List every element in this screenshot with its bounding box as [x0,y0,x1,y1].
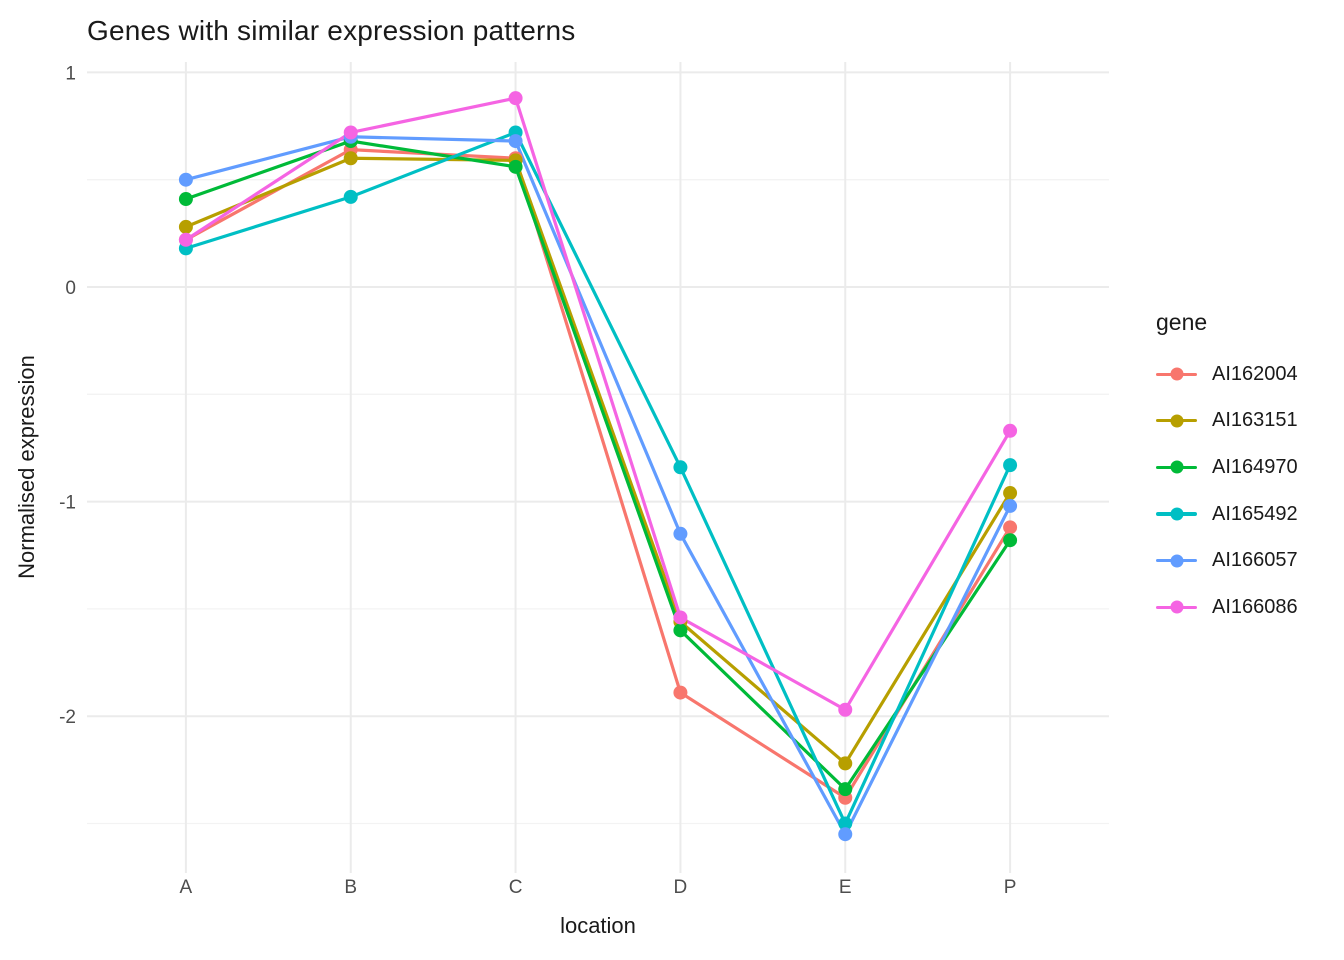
legend-list: AI162004 AI163151 AI164970 AI165492 AI16… [1156,351,1341,631]
data-point [1003,486,1018,501]
data-point [1003,423,1018,438]
chart-title: Genes with similar expression patterns [87,15,576,46]
data-point [508,159,523,174]
data-point [178,219,193,234]
x-tick-label: C [509,877,523,898]
data-point [838,827,853,842]
data-point [673,610,688,625]
legend-key-point [1170,460,1183,474]
series-line [185,135,1012,838]
data-point [508,134,523,149]
data-point [673,526,688,541]
data-point [343,189,358,204]
legend-item: AI162004 [1156,351,1341,398]
data-point [838,816,853,831]
x-tick-label: D [674,877,688,898]
legend-item: AI166086 [1156,584,1341,631]
y-tick-label: 0 [65,278,76,299]
legend-key-line [1156,507,1197,521]
x-tick-label: E [839,877,852,898]
y-tick-label: -2 [59,707,76,728]
x-axis-title: location [560,913,636,938]
series-line [185,96,1012,712]
data-point [838,756,853,771]
data-point [178,232,193,247]
data-point [838,782,853,797]
legend-key-line [1156,414,1197,428]
data-point [178,192,193,207]
y-tick-label: 1 [65,63,76,84]
x-tick-label: P [1004,877,1017,898]
data-point [343,151,358,166]
series-line [185,139,1012,792]
series-line [185,156,1012,766]
legend-item: AI165492 [1156,491,1341,538]
data-point [1003,498,1018,513]
series-line [185,130,1012,828]
data-point [673,623,688,638]
series-line [185,148,1012,800]
data-point [673,460,688,475]
legend-key-line [1156,600,1197,614]
legend-item: AI163151 [1156,398,1341,445]
legend-key-point [1170,507,1183,521]
legend-label: AI166057 [1212,549,1298,572]
x-tick-label: A [180,877,193,898]
y-tick-label: -1 [59,493,76,514]
legend-key-point [1170,554,1183,568]
data-point [178,172,193,187]
legend-label: AI166086 [1212,595,1298,618]
legend-item: AI166057 [1156,537,1341,584]
data-point [673,685,688,700]
legend-key-line [1156,554,1197,568]
legend-item: AI164970 [1156,444,1341,491]
legend-key-line [1156,460,1197,474]
data-point [1003,533,1018,548]
y-axis-title: Normalised expression [14,355,39,579]
data-point [838,702,853,717]
legend: gene AI162004 AI163151 AI164970 AI165492… [1156,309,1341,631]
legend-label: AI165492 [1212,502,1298,525]
data-point [1003,458,1018,473]
legend-title: gene [1156,309,1208,335]
x-tick-label: B [344,877,357,898]
legend-label: AI162004 [1212,362,1298,385]
legend-label: AI164970 [1212,455,1298,478]
data-point [1003,520,1018,535]
legend-key-point [1170,600,1183,614]
data-point [508,91,523,106]
legend-key-point [1170,414,1183,428]
legend-key-point [1170,367,1183,381]
legend-key-line [1156,367,1197,381]
data-point [343,125,358,140]
legend-label: AI163151 [1212,409,1298,432]
